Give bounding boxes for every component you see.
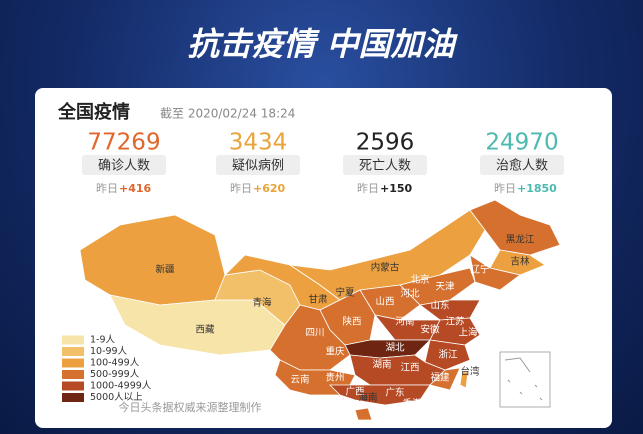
province-label: 山东: [430, 300, 449, 312]
legend-swatch: [62, 393, 84, 402]
province-label: 甘肃: [308, 294, 327, 306]
province-shape: [424, 339, 471, 371]
legend-label: 1000-4999人: [90, 381, 152, 392]
province-shape: [469, 254, 521, 291]
province-label: 江西: [400, 363, 419, 374]
province-label: 陕西: [342, 316, 361, 328]
stat-prefix: 昨日: [96, 182, 118, 195]
stat-prefix: 昨日: [357, 182, 379, 195]
legend-swatch: [62, 370, 84, 379]
province-label: 湖南: [372, 359, 391, 371]
stat-prefix: 昨日: [230, 182, 252, 195]
province-label: 黑龙江: [506, 234, 535, 246]
stat-label-box: [82, 155, 166, 175]
province-label: 上海: [458, 327, 478, 339]
stat-label: 死亡人数: [359, 159, 411, 174]
province-label: 福建: [430, 372, 450, 384]
card-title: 全国疫情: [57, 101, 130, 123]
inset-islands: [504, 357, 543, 401]
banner-title: 抗击疫情 中国加油: [187, 25, 458, 63]
timestamp: 截至 2020/02/24 18:24: [160, 107, 295, 121]
stat-label-box: [216, 155, 300, 175]
stat-delta: +416: [119, 182, 152, 195]
province-shape: [354, 407, 373, 421]
province-label: 山西: [375, 297, 394, 308]
province-shape: [429, 317, 481, 346]
province-label: 内蒙古: [371, 262, 400, 274]
province-labels: 新疆 西藏 青海 甘肃 宁夏 内蒙古 黑龙江 吉林 辽宁 北京 天津 河北 山西…: [155, 234, 534, 410]
province-label: 台湾: [460, 366, 480, 378]
province-shape: [469, 199, 561, 256]
province-label: 新疆: [155, 264, 175, 276]
province-label: 四川: [305, 328, 324, 339]
province-label: 北京: [410, 274, 429, 286]
province-label: 香港: [402, 398, 422, 410]
province-label: 天津: [435, 282, 455, 293]
province-label: 广西: [345, 386, 364, 398]
footer: 今日头条据权威来源整理制作: [119, 400, 262, 414]
province-shape: [329, 384, 431, 406]
stat-value: 3434: [229, 130, 288, 156]
province-label: 辽宁: [470, 264, 489, 276]
province-shape: [419, 299, 481, 321]
province-label: 宁夏: [335, 287, 355, 299]
province-label: 湖北: [385, 343, 405, 354]
province-label: 安徽: [420, 324, 440, 336]
legend-label: 5000人以上: [90, 392, 143, 403]
legend-label: 10-99人: [90, 346, 128, 357]
stat-label: 疑似病例: [232, 158, 284, 174]
stat-label-box: [343, 155, 427, 175]
legend-label: 100-499人: [90, 358, 140, 369]
stat-label-box: [480, 155, 564, 175]
province-label: 重庆: [325, 346, 345, 358]
legend-label: 1-9人: [90, 335, 116, 346]
province-label: 浙江: [438, 349, 458, 361]
legend: 1-9人10-99人100-499人500-999人1000-4999人5000…: [62, 335, 152, 403]
map: [79, 199, 561, 421]
stat-value: 24970: [485, 130, 558, 156]
stat-label: 治愈人数: [496, 159, 548, 174]
province-label: 西藏: [195, 324, 215, 336]
province-shape: [489, 249, 546, 276]
stat-delta: +150: [380, 182, 413, 195]
legend-swatch: [62, 347, 84, 356]
province-label: 贵州: [325, 372, 344, 384]
stat-delta: +1850: [517, 182, 557, 195]
legend-label: 500-999人: [90, 369, 140, 380]
province-label: 吉林: [510, 256, 530, 268]
stat-value: 2596: [356, 130, 415, 156]
stat-label: 确诊人数: [98, 159, 150, 174]
legend-swatch: [62, 335, 84, 345]
province-label: 江苏: [445, 316, 465, 328]
inset-box: [499, 351, 551, 408]
province-label: 广东: [385, 387, 404, 399]
legend-swatch: [62, 381, 84, 391]
province-shape: [429, 367, 461, 391]
province-label: 青海: [252, 297, 272, 309]
province-label: 海南: [358, 392, 377, 404]
stat-delta: +620: [253, 182, 286, 195]
province-label: 河北: [400, 288, 420, 300]
province-label: 河南: [395, 316, 414, 328]
stat-prefix: 昨日: [494, 182, 516, 195]
province-label: 云南: [290, 374, 309, 386]
province-shape: [459, 371, 469, 389]
legend-swatch: [62, 358, 84, 368]
stat-value: 77269: [87, 130, 160, 156]
